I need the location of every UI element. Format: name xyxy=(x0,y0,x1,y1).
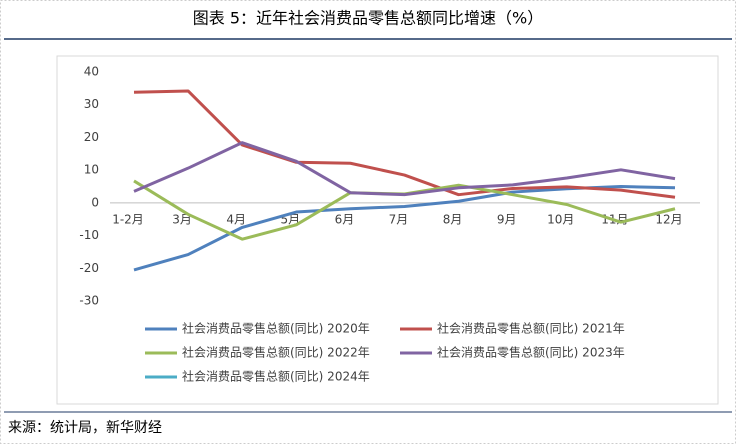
y-tick-label: 30 xyxy=(84,97,99,111)
series-line xyxy=(133,89,676,199)
x-tick-label: 8月 xyxy=(443,212,463,226)
x-tick-label: 4月 xyxy=(226,212,246,226)
x-tick-label: 9月 xyxy=(497,212,517,226)
x-tick-label: 12月 xyxy=(655,212,682,226)
y-tick-label: -20 xyxy=(79,261,99,275)
x-tick-label: 3月 xyxy=(172,212,192,226)
x-tick-label: 10月 xyxy=(547,212,574,226)
chart-title: 图表 5：近年社会消费品零售总额同比增速（%） xyxy=(193,9,543,28)
y-tick-label: 40 xyxy=(84,65,99,79)
y-tick-label: 10 xyxy=(84,163,99,177)
y-tick-label: -30 xyxy=(79,294,99,308)
legend-label: 社会消费品零售总额(同比) 2024年 xyxy=(182,369,370,384)
legend-label: 社会消费品零售总额(同比) 2022年 xyxy=(182,345,370,360)
legend-label: 社会消费品零售总额(同比) 2020年 xyxy=(182,321,370,336)
y-tick-label: 20 xyxy=(84,130,99,144)
y-tick-label: -10 xyxy=(79,228,99,242)
x-tick-label: 7月 xyxy=(389,212,409,226)
legend-label: 社会消费品零售总额(同比) 2023年 xyxy=(437,345,625,360)
x-tick-label: 1-2月 xyxy=(112,212,144,226)
plot-frame xyxy=(56,55,719,405)
x-tick-label: 6月 xyxy=(335,212,355,226)
legend-label: 社会消费品零售总额(同比) 2021年 xyxy=(437,321,625,336)
series-line xyxy=(133,141,676,197)
y-tick-label: 0 xyxy=(91,195,99,209)
source: 来源：统计局，新华财经 xyxy=(8,420,162,436)
